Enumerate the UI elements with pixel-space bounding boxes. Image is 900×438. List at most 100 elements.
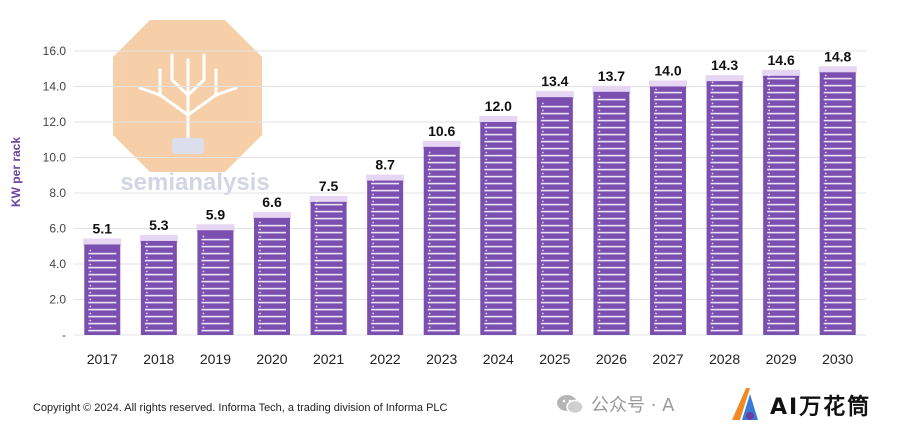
server-slot xyxy=(540,280,569,283)
bar-cap xyxy=(705,75,744,84)
server-led xyxy=(711,158,714,161)
server-led xyxy=(824,172,827,175)
server-slot xyxy=(540,182,569,185)
server-led xyxy=(485,179,488,182)
server-led xyxy=(315,242,318,245)
server-slot xyxy=(427,266,456,269)
server-slot xyxy=(597,98,626,101)
server-slot xyxy=(597,154,626,157)
value-label: 13.7 xyxy=(598,68,625,84)
server-led xyxy=(598,137,601,140)
server-slot xyxy=(823,91,852,94)
server-slot xyxy=(88,329,117,332)
server-slot xyxy=(767,203,796,206)
bar-body xyxy=(197,230,234,335)
server-led xyxy=(824,137,827,140)
server-led xyxy=(824,242,827,245)
server-led xyxy=(372,326,375,329)
server-slot xyxy=(427,294,456,297)
server-led xyxy=(89,298,92,301)
server-slot xyxy=(540,301,569,304)
server-led xyxy=(315,200,318,203)
server-slot xyxy=(597,308,626,311)
value-label: 6.6 xyxy=(262,194,282,210)
x-tick-label: 2024 xyxy=(483,351,514,367)
brand-logo-icon xyxy=(732,388,758,420)
server-slot xyxy=(654,112,682,115)
server-slot xyxy=(710,322,739,325)
server-led xyxy=(202,256,205,259)
bar-2023 xyxy=(422,140,461,335)
server-led xyxy=(372,277,375,280)
server-led xyxy=(202,263,205,266)
server-slot xyxy=(144,252,173,255)
server-led xyxy=(598,116,601,119)
server-led xyxy=(768,326,771,329)
value-label: 5.9 xyxy=(206,206,226,222)
server-led xyxy=(655,172,657,175)
bar-2027 xyxy=(649,80,687,335)
server-slot xyxy=(540,196,569,199)
server-slot xyxy=(710,140,739,143)
server-led xyxy=(655,319,657,322)
server-slot xyxy=(597,189,626,192)
server-slot xyxy=(144,329,173,332)
server-led xyxy=(372,186,375,189)
server-led xyxy=(372,249,375,252)
server-slot xyxy=(484,133,513,136)
server-led xyxy=(428,326,431,329)
server-slot xyxy=(597,315,626,318)
server-led xyxy=(824,200,827,203)
x-tick-label: 2017 xyxy=(87,351,118,367)
server-slot xyxy=(767,91,796,94)
bar-2024 xyxy=(479,116,518,335)
server-led xyxy=(145,291,148,294)
bar-body xyxy=(423,146,460,335)
server-led xyxy=(711,193,714,196)
server-led xyxy=(711,200,714,203)
server-slot xyxy=(540,238,569,241)
server-slot xyxy=(427,287,456,290)
server-slot xyxy=(540,154,569,157)
bar-2028 xyxy=(705,75,744,335)
server-slot xyxy=(484,238,513,241)
server-led xyxy=(655,193,657,196)
server-led xyxy=(259,319,261,322)
server-slot xyxy=(314,245,343,248)
server-led xyxy=(768,123,771,126)
server-led xyxy=(768,81,771,84)
bar-cap xyxy=(366,174,405,183)
server-slot xyxy=(540,273,569,276)
server-slot xyxy=(484,175,513,178)
server-slot xyxy=(314,224,343,227)
server-slot xyxy=(654,322,682,325)
server-led xyxy=(372,284,375,287)
server-led xyxy=(824,270,827,273)
server-slot xyxy=(767,294,796,297)
server-led xyxy=(145,256,148,259)
server-led xyxy=(541,298,544,301)
server-slot xyxy=(484,140,513,143)
server-slot xyxy=(654,252,682,255)
y-tick-label: 4.0 xyxy=(49,257,66,271)
server-slot xyxy=(767,224,796,227)
server-led xyxy=(655,235,657,238)
server-led xyxy=(259,284,261,287)
server-slot xyxy=(767,315,796,318)
server-slot xyxy=(710,287,739,290)
server-led xyxy=(485,242,488,245)
server-slot xyxy=(371,217,400,220)
server-slot xyxy=(314,322,343,325)
bulb-base-icon xyxy=(172,138,204,154)
server-led xyxy=(598,214,601,217)
server-led xyxy=(768,88,771,91)
server-slot xyxy=(258,301,286,304)
server-led xyxy=(655,207,657,210)
server-led xyxy=(145,326,148,329)
server-led xyxy=(428,242,431,245)
server-slot xyxy=(654,217,682,220)
server-slot xyxy=(540,203,569,206)
server-slot xyxy=(597,147,626,150)
server-slot xyxy=(597,252,626,255)
server-slot xyxy=(823,119,852,122)
